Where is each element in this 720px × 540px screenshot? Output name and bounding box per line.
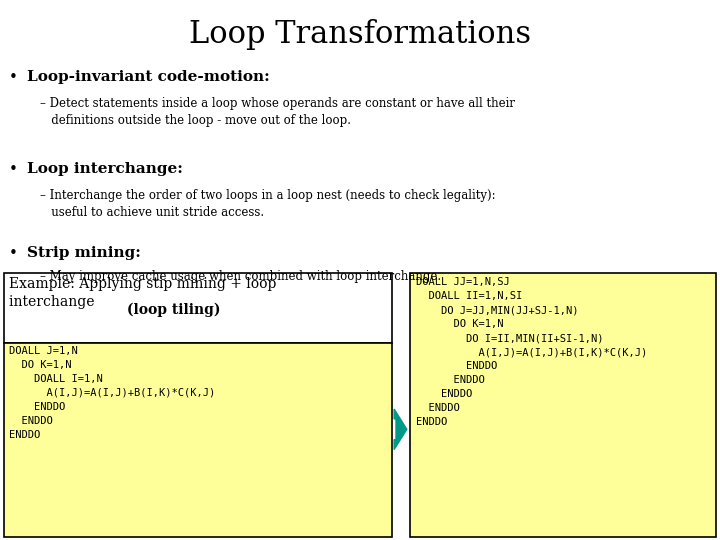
Text: Strip mining:: Strip mining: <box>27 246 141 260</box>
Text: – May improve cache usage when combined with loop interchange.: – May improve cache usage when combined … <box>40 270 441 283</box>
Text: – Detect statements inside a loop whose operands are constant or have all their
: – Detect statements inside a loop whose … <box>40 97 515 127</box>
Text: Loop interchange:: Loop interchange: <box>27 162 183 176</box>
Bar <box>4 343 392 537</box>
Text: •: • <box>9 246 17 261</box>
Text: DOALL J=1,N
  DO K=1,N
    DOALL I=1,N
      A(I,J)=A(I,J)+B(I,K)*C(K,J)
    END: DOALL J=1,N DO K=1,N DOALL I=1,N A(I,J)=… <box>9 346 215 440</box>
Text: (loop tiling): (loop tiling) <box>127 303 221 318</box>
Text: •: • <box>9 162 17 177</box>
Text: Loop Transformations: Loop Transformations <box>189 19 531 50</box>
Polygon shape <box>394 409 407 449</box>
Text: – Interchange the order of two loops in a loop nest (needs to check legality):
 : – Interchange the order of two loops in … <box>40 189 495 219</box>
Bar <box>410 273 716 537</box>
Text: DOALL JJ=1,N,SJ
  DOALL II=1,N,SI
    DO J=JJ,MIN(JJ+SJ-1,N)
      DO K=1,N
    : DOALL JJ=1,N,SJ DOALL II=1,N,SI DO J=JJ,… <box>416 277 647 427</box>
Text: Loop-invariant code-motion:: Loop-invariant code-motion: <box>27 70 270 84</box>
Text: •: • <box>9 70 17 85</box>
Bar <box>4 273 392 343</box>
Text: Example: Applying stip mining + loop
interchange: Example: Applying stip mining + loop int… <box>9 277 276 309</box>
